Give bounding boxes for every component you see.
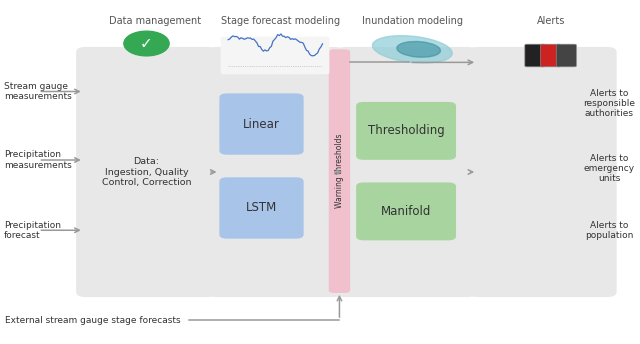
Text: Linear: Linear [243,118,280,130]
FancyBboxPatch shape [208,47,343,297]
Text: Precipitation
measurements: Precipitation measurements [4,150,72,170]
Text: Inundation modeling: Inundation modeling [362,16,463,26]
FancyBboxPatch shape [541,44,561,67]
Text: Manifold: Manifold [381,205,431,218]
Circle shape [124,31,169,56]
Ellipse shape [372,36,452,63]
Text: Stage forecast modeling: Stage forecast modeling [221,16,340,26]
Text: Thresholding: Thresholding [368,125,444,137]
FancyBboxPatch shape [356,182,456,240]
FancyBboxPatch shape [221,37,330,74]
FancyBboxPatch shape [335,47,477,297]
Text: Data:
Ingestion, Quality
Control, Correction: Data: Ingestion, Quality Control, Correc… [102,157,191,187]
Text: Alerts: Alerts [536,16,565,26]
Text: Precipitation
forecast: Precipitation forecast [4,221,61,240]
FancyBboxPatch shape [220,177,303,239]
FancyBboxPatch shape [76,47,218,297]
Text: Warning thresholds: Warning thresholds [335,134,344,208]
FancyBboxPatch shape [329,49,350,293]
Text: Data management: Data management [109,16,201,26]
FancyBboxPatch shape [356,102,456,160]
FancyBboxPatch shape [220,93,303,155]
Text: External stream gauge stage forecasts: External stream gauge stage forecasts [5,315,180,324]
Ellipse shape [397,42,440,57]
Text: Alerts to
emergency
units: Alerts to emergency units [584,154,635,183]
Text: Stream gauge
measurements: Stream gauge measurements [4,82,72,101]
Text: Alerts to
responsible
authorities: Alerts to responsible authorities [583,88,635,118]
Text: Alerts to
population: Alerts to population [585,221,633,240]
FancyBboxPatch shape [469,47,616,297]
Text: LSTM: LSTM [246,202,277,214]
Text: ✓: ✓ [140,36,153,51]
FancyBboxPatch shape [525,44,545,67]
FancyBboxPatch shape [556,44,577,67]
